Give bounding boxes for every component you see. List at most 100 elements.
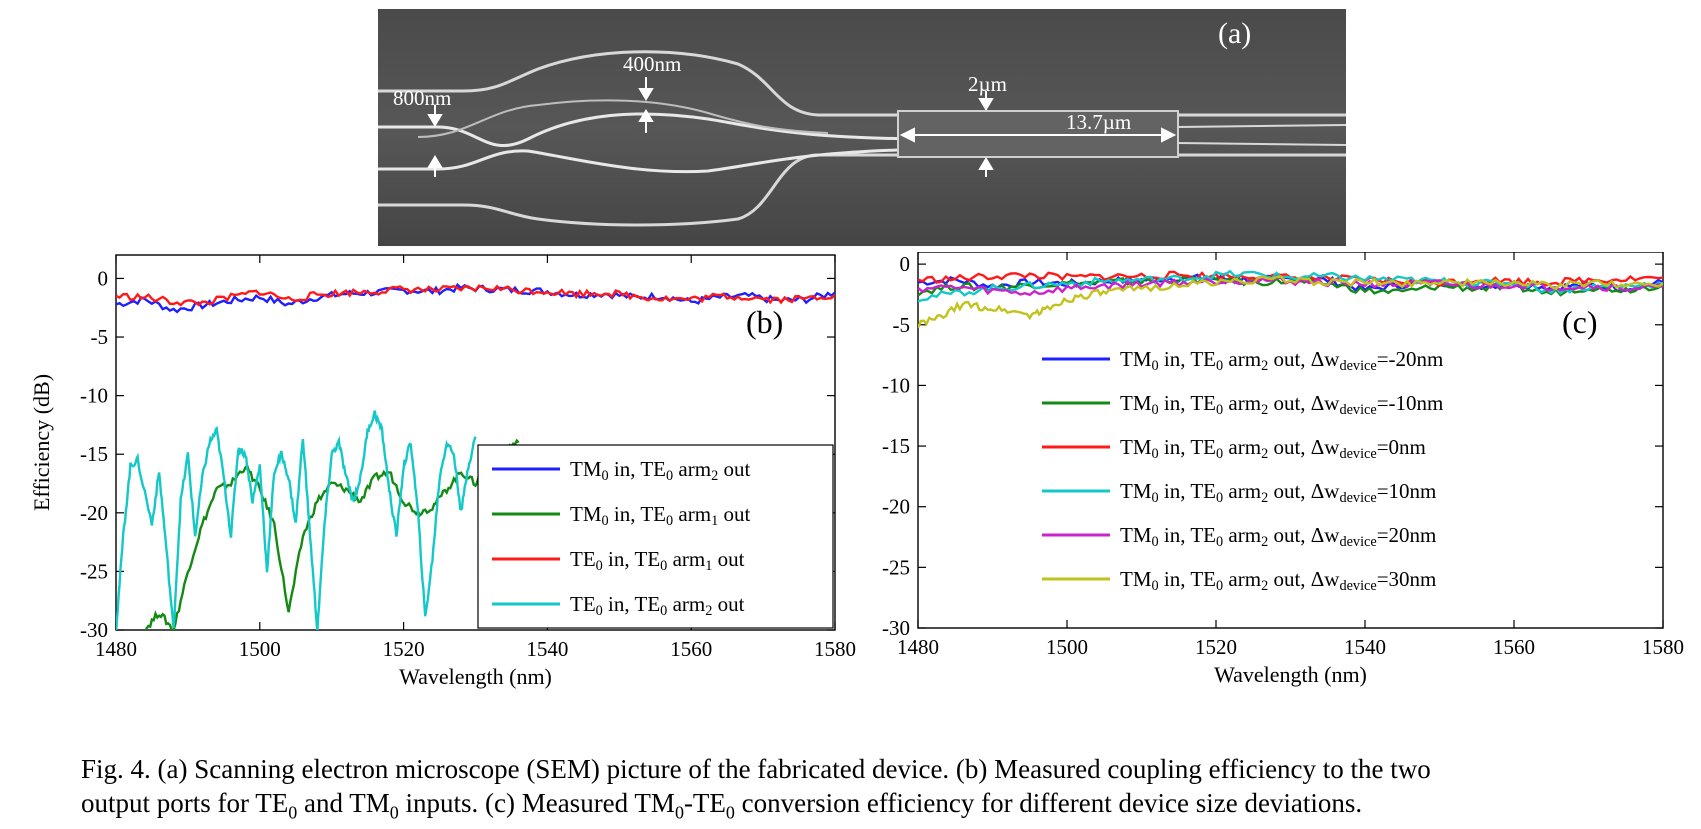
caption-subscript: 0 — [288, 802, 298, 823]
legend-text: TE — [570, 547, 596, 571]
caption-subscript: 0 — [674, 802, 684, 823]
y-tick-label: -20 — [882, 495, 910, 519]
legend-text: out, Δw — [1268, 391, 1340, 415]
legend-entry: TE0 in, TE0 arm1 out — [570, 547, 745, 574]
legend-subscript: 0 — [1152, 402, 1159, 418]
legend-text: in, TE — [1159, 479, 1216, 503]
arm-upper — [378, 112, 939, 147]
legend-subscript: 2 — [1261, 358, 1268, 374]
legend-entry: TM0 in, TE0 arm2 out, Δwdevice=20nm — [1120, 523, 1436, 550]
legend-text: TM — [1120, 567, 1152, 591]
legend-subscript: 0 — [1152, 490, 1159, 506]
legend-subscript: 0 — [666, 513, 673, 529]
legend-subscript: device — [1339, 534, 1376, 550]
series-line — [116, 410, 477, 630]
y-tick-label: -30 — [882, 616, 910, 640]
caption-line-2: output ports for TE0 and TM0 inputs. (c)… — [81, 786, 1691, 829]
legend-text: arm — [1223, 435, 1261, 459]
x-tick-label: 1480 — [95, 637, 137, 661]
x-tick-label: 1520 — [383, 637, 425, 661]
legend-text: in, TE — [603, 547, 660, 571]
series-group — [918, 269, 1663, 329]
mmi-width-label: 2µm — [968, 72, 1007, 96]
legend-subscript: 2 — [1261, 446, 1268, 462]
legend-text: TM — [1120, 523, 1152, 547]
legend-text: arm — [673, 457, 711, 481]
legend-subscript: device — [1339, 358, 1376, 374]
legend-text: out, Δw — [1268, 479, 1340, 503]
legend-text: arm — [1223, 391, 1261, 415]
legend-subscript: device — [1339, 578, 1376, 594]
panel-label: (b) — [746, 304, 783, 340]
legend-subscript: 2 — [1261, 402, 1268, 418]
legend-subscript: 0 — [1152, 578, 1159, 594]
x-tick-label: 1580 — [1642, 635, 1684, 659]
legend-text: =20nm — [1377, 523, 1437, 547]
plot-c: 1480 1500 1520 1540 1560 1580 0 -5 -10 -15 -20 -25 -… — [860, 251, 1701, 758]
legend-subscript: 0 — [1216, 534, 1223, 550]
legend-subscript: 0 — [596, 558, 603, 574]
y-tick-label: -15 — [80, 442, 108, 466]
plot-frame — [917, 251, 1664, 629]
series-line — [918, 269, 1663, 303]
arm-upper-inner — [417, 99, 829, 138]
legend-subscript: 2 — [1261, 490, 1268, 506]
caption-subscript: 0 — [389, 802, 399, 823]
legend-text: arm — [667, 547, 705, 571]
legend-subscript: 1 — [705, 558, 712, 574]
legend-text: TM — [1120, 479, 1152, 503]
caption-text: inputs. (c) Measured TM — [398, 788, 675, 818]
legend-subscript: 1 — [711, 513, 718, 529]
legend-text: in, TE — [1159, 347, 1216, 371]
y-tick-label: -5 — [893, 313, 911, 337]
y-tick-label: 0 — [900, 252, 911, 276]
legend-text: in, TE — [609, 457, 666, 481]
legend-text: in, TE — [609, 502, 666, 526]
panel-label: (c) — [1562, 304, 1598, 340]
caption-text: -TE — [683, 788, 726, 818]
legend-text: TM — [1120, 435, 1152, 459]
legend-text: out, Δw — [1268, 523, 1340, 547]
legend-text: TM — [570, 502, 602, 526]
legend-entry: TE0 in, TE0 arm2 out — [570, 592, 745, 619]
legend-subscript: 0 — [660, 558, 667, 574]
x-tick-label: 1480 — [897, 635, 939, 659]
plot-b: 1480 1500 1520 1540 1560 1580 0 -5 -10 -15 -20 -25 -… — [0, 252, 860, 758]
legend-subscript: 0 — [666, 468, 673, 484]
legend-subscript: 0 — [1152, 534, 1159, 550]
caption-text: conversion efficiency for different devi… — [734, 788, 1363, 818]
x-tick-label: 1500 — [239, 637, 281, 661]
legend-subscript: 0 — [1152, 446, 1159, 462]
y-tick-label: 0 — [98, 266, 109, 290]
legend-entry: TM0 in, TE0 arm2 out, Δwdevice=30nm — [1120, 567, 1436, 594]
sem-image: (a) 800nm 400nm 2µm 13.7µm — [378, 9, 1347, 246]
legend-subscript: device — [1339, 402, 1376, 418]
legend-text: out, Δw — [1268, 567, 1340, 591]
legend-subscript: 2 — [705, 603, 712, 619]
y-tick-label: -10 — [882, 373, 910, 397]
legend-subscript: 2 — [1261, 534, 1268, 550]
x-axis-label: Wavelength (nm) — [1214, 662, 1367, 687]
legend-text: out — [718, 502, 750, 526]
legend-text: =-20nm — [1377, 347, 1444, 371]
legend-subscript: 2 — [1261, 578, 1268, 594]
chart-b: 1480 1500 1520 1540 1560 1580 0 -5 -10 -15 -20 -25 -… — [29, 254, 856, 689]
x-tick-label: 1540 — [526, 637, 568, 661]
legend-text: =30nm — [1377, 567, 1437, 591]
legend-text: =10nm — [1377, 479, 1437, 503]
legend-subscript: 0 — [596, 603, 603, 619]
legend-text: out, Δw — [1268, 435, 1340, 459]
legend-subscript: 0 — [1216, 490, 1223, 506]
caption-text: and TM — [297, 788, 390, 818]
legend-entry: TM0 in, TE0 arm2 out, Δwdevice=0nm — [1120, 435, 1426, 462]
legend-text: arm — [1223, 479, 1261, 503]
legend-subscript: 0 — [602, 468, 609, 484]
legend-text: arm — [667, 592, 705, 616]
caption-line-1: Fig. 4. (a) Scanning electron microscope… — [81, 754, 1431, 784]
legend-subscript: 0 — [602, 513, 609, 529]
x-tick-label: 1520 — [1195, 635, 1237, 659]
y-tick-label: -25 — [882, 555, 910, 579]
legend-subscript: 0 — [1152, 358, 1159, 374]
legend-text: out — [712, 592, 744, 616]
legend-subscript: 0 — [1216, 358, 1223, 374]
